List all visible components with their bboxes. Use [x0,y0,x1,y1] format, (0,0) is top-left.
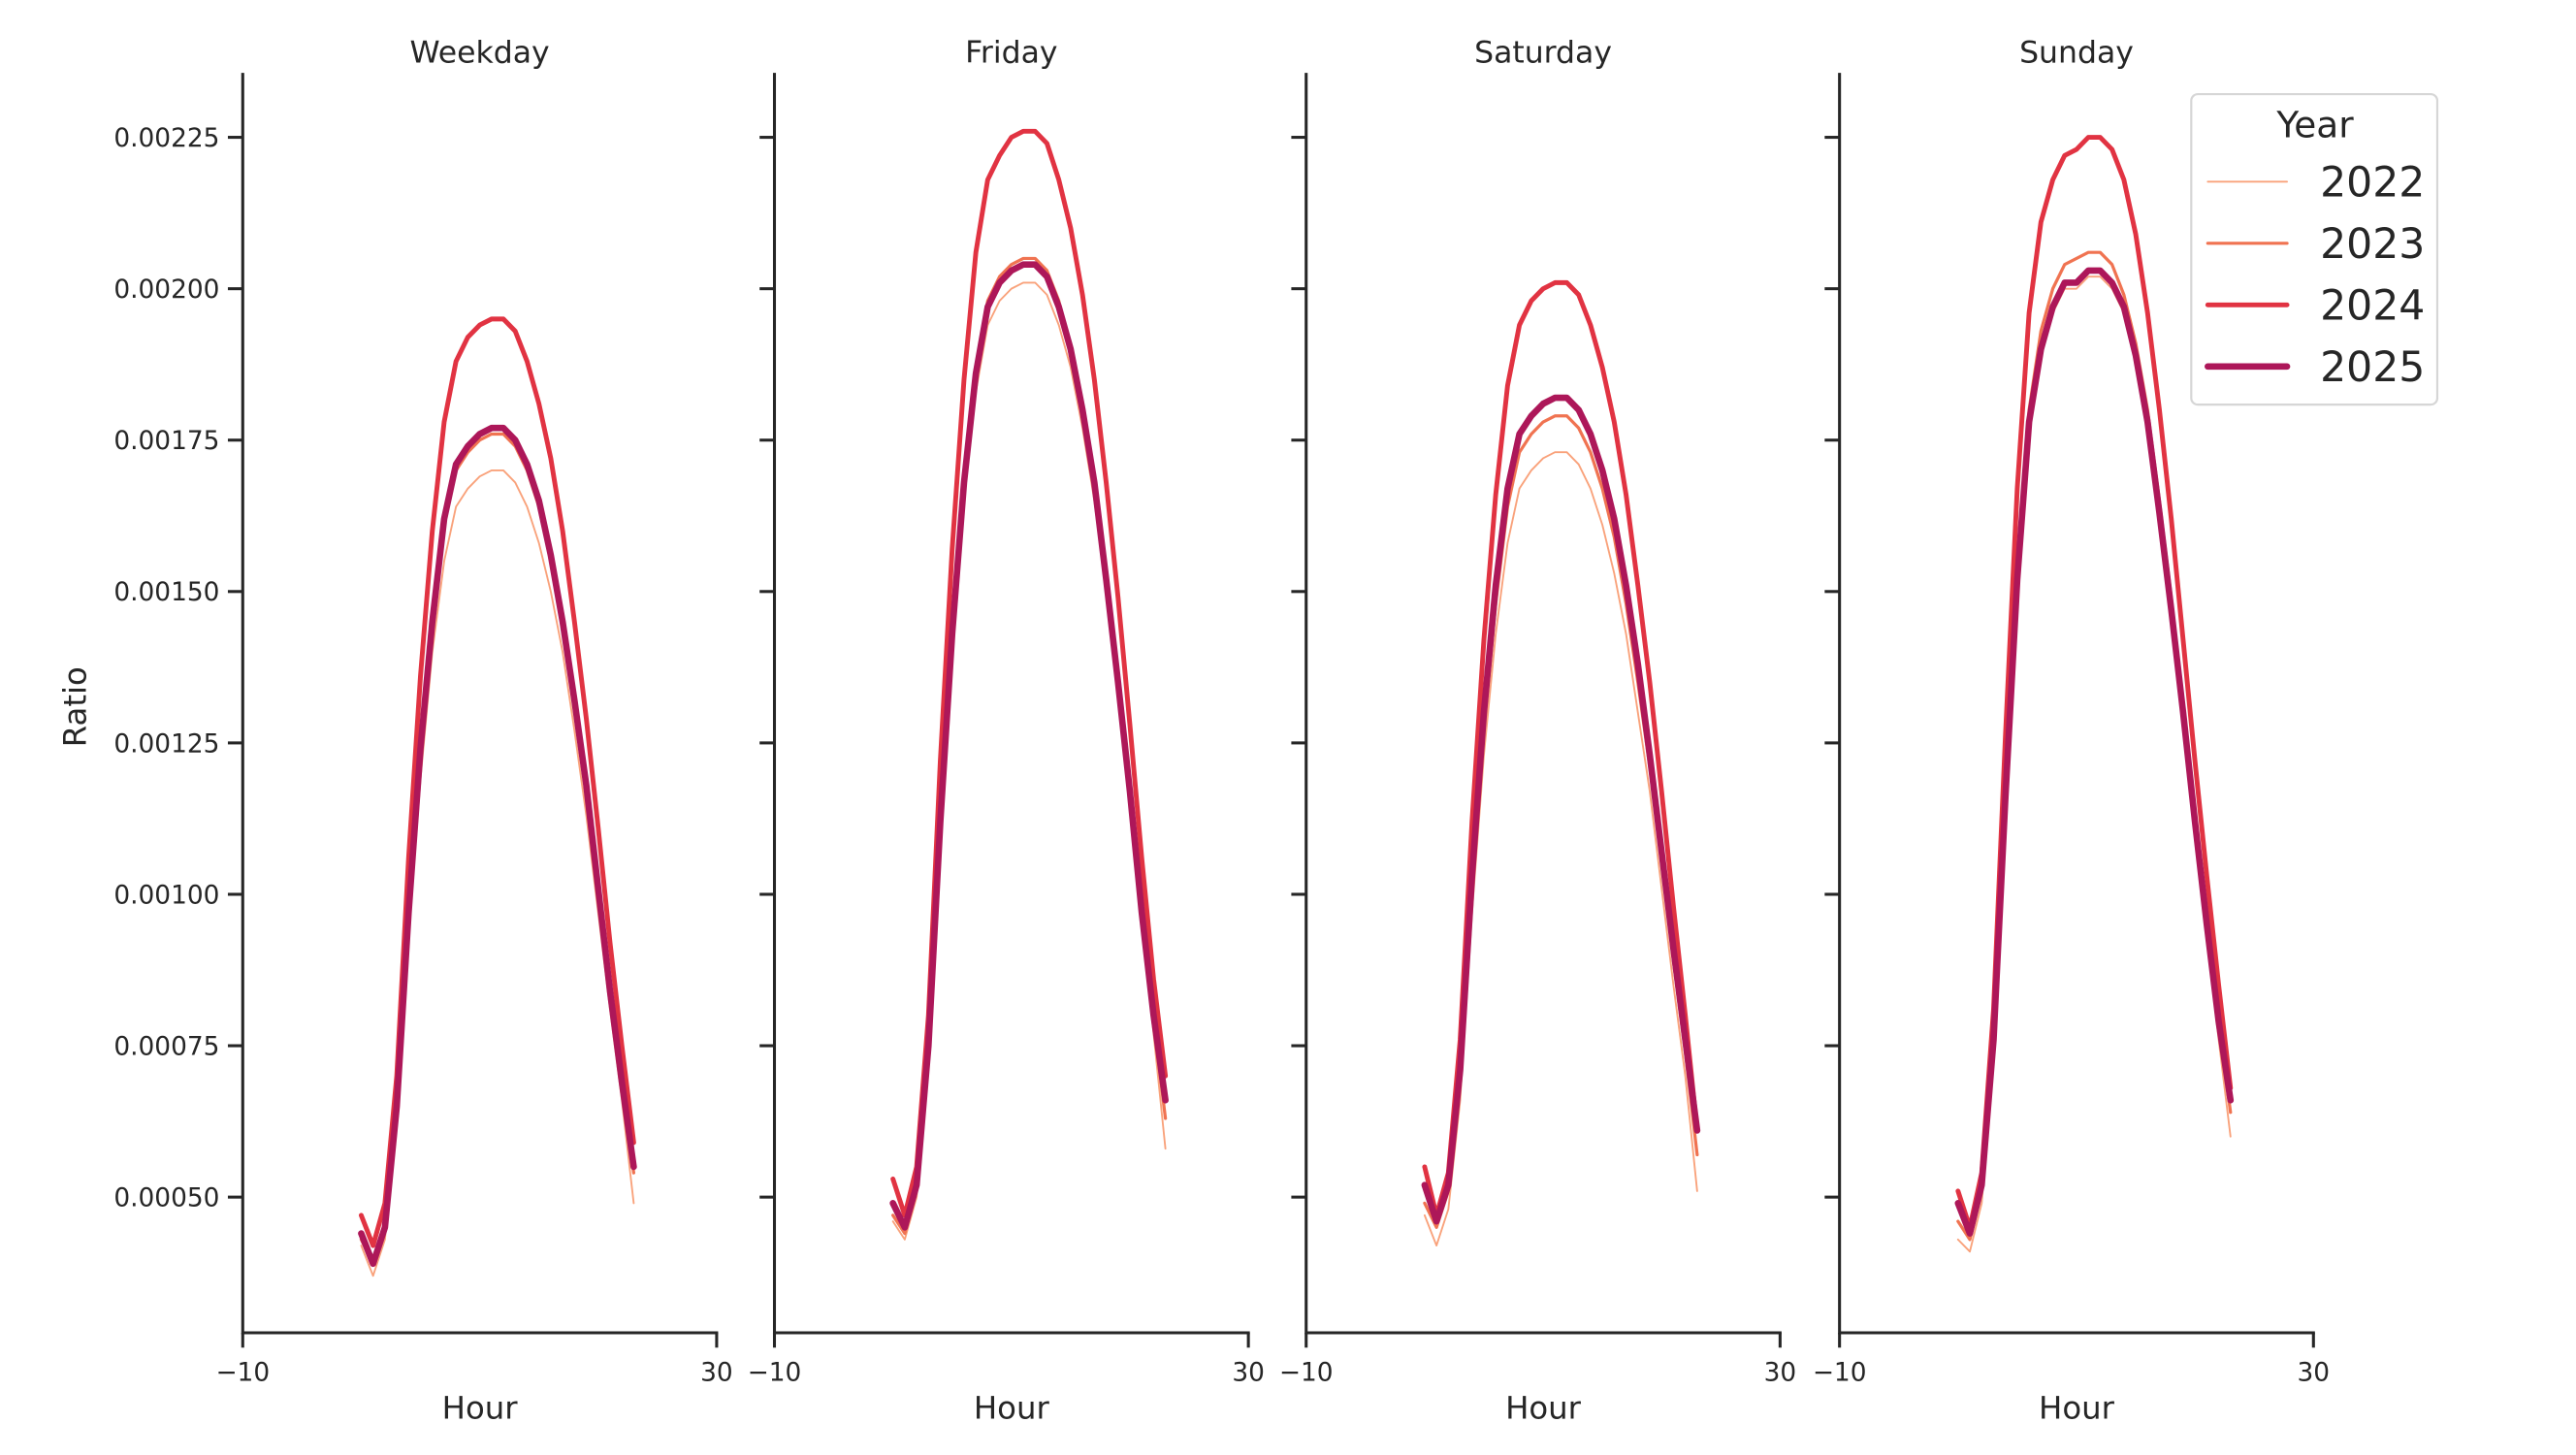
y-tick-label: 0.00150 [113,578,219,607]
panel-sunday: Sunday −10 30 Hour [1813,36,2330,1427]
legend-title: Year [2275,103,2354,146]
x-tick-label: 30 [700,1358,733,1387]
series-line-2024 [1955,135,2234,1230]
panel-title: Weekday [410,36,550,71]
series-line-2025 [1954,267,2235,1237]
legend: Year 2022 2023 2024 2025 [2190,92,2439,406]
x-tick-label: 30 [2298,1358,2331,1387]
axis-spine [1304,73,1782,1335]
legend-label: 2022 [2320,159,2425,208]
y-tick-label: 0.00125 [113,729,219,759]
x-axis-label: Hour [1505,1390,1582,1427]
x-tick-label: −10 [215,1358,270,1387]
series-line-2022 [1423,451,1698,1247]
series-line-2025 [1421,394,1701,1225]
panel-saturday: Saturday −10 30 Hour [1279,36,1796,1427]
y-tick-label: 0.00075 [113,1032,219,1061]
panel-title: Saturday [1474,36,1612,71]
axis-spine [241,73,719,1335]
y-tick-label: 0.00175 [113,427,219,456]
y-tick-label: 0.00225 [113,124,219,153]
legend-label: 2024 [2320,282,2425,331]
panel-weekday: Weekday 0.00050 0.00075 0.00100 0.00125 0.001… [113,36,732,1427]
x-axis-label: Hour [2039,1390,2115,1427]
y-tick-label: 0.00050 [113,1184,219,1213]
legend-box [2190,92,2439,406]
panel-title: Sunday [2019,36,2134,71]
x-axis-label: Hour [974,1390,1050,1427]
y-tick-label: 0.00200 [113,275,219,305]
series-line-2025 [889,261,1169,1231]
panel-title: Friday [965,36,1057,71]
series-line-2025 [358,424,637,1268]
x-tick-label: 30 [1764,1358,1797,1387]
series-line-2024 [1422,279,1700,1218]
legend-label: 2023 [2320,220,2425,269]
x-tick-label: −10 [748,1358,802,1387]
x-tick-label: −10 [1813,1358,1867,1387]
x-tick-label: 30 [1232,1358,1265,1387]
y-tick-label: 0.00100 [113,881,219,910]
legend-label: 2025 [2320,343,2425,392]
y-axis-label: Ratio [57,666,94,747]
x-axis-label: Hour [442,1390,519,1427]
series-line-2024 [358,316,636,1248]
panel-friday: Friday −10 30 Hour [748,36,1265,1427]
series-line-2022 [360,469,635,1277]
x-tick-label: −10 [1279,1358,1334,1387]
series-line-2024 [890,128,1169,1218]
